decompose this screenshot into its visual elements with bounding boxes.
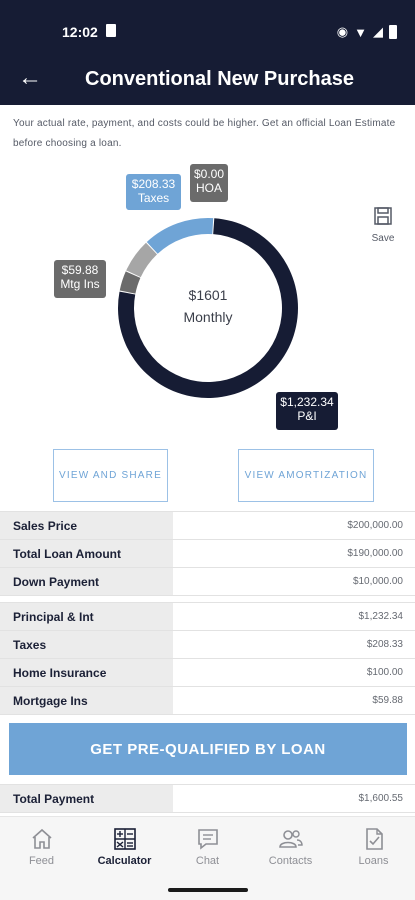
mtg-ins-name: Mtg Ins (60, 277, 100, 291)
row-label: Home Insurance (0, 659, 173, 686)
chart-label-pi: $1,232.34 P&I (276, 392, 338, 430)
tab-label: Contacts (268, 855, 313, 867)
status-time: 12:02 (62, 24, 98, 40)
table-row: Principal & Int $1,232.34 (0, 603, 415, 631)
pi-name: P&I (297, 409, 317, 423)
row-value: $100.00 (173, 659, 415, 686)
battery-icon (389, 25, 397, 39)
donut-slice-home-ins (126, 242, 158, 278)
system-nav-bar (0, 878, 415, 900)
chat-icon (197, 829, 218, 850)
signal-icon: ◢ (373, 24, 383, 39)
save-button[interactable]: Save (368, 206, 398, 244)
taxes-name: Taxes (137, 191, 170, 205)
table-row: Total Payment $1,600.55 (0, 785, 415, 813)
payment-table: Principal & Int $1,232.34 Taxes $208.33 … (0, 602, 415, 715)
page-title: Conventional New Purchase (85, 68, 354, 90)
table-row: Down Payment $10,000.00 (0, 568, 415, 596)
total-label: Total Payment (0, 785, 173, 812)
wifi-icon: ▼ (354, 24, 367, 40)
back-arrow-icon[interactable]: ← (18, 64, 42, 91)
view-amortization-button[interactable]: VIEW AMORTIZATION (238, 449, 374, 502)
tab-chat[interactable]: Chat (166, 817, 249, 878)
monthly-amount: $1601 (188, 287, 228, 303)
hoa-name: HOA (195, 181, 222, 195)
chart-label-mtg-ins: $59.88 Mtg Ins (54, 260, 106, 298)
mtg-ins-amount: $59.88 (61, 263, 99, 277)
bottom-tab-bar: Feed Calculator Chat (0, 816, 415, 878)
floppy-disk-icon (374, 207, 392, 225)
contacts-icon (278, 830, 303, 848)
eye-icon: ◉ (336, 24, 349, 39)
tab-label: Feed (28, 855, 55, 867)
row-value: $10,000.00 (173, 568, 415, 595)
table-row: Total Loan Amount $190,000.00 (0, 540, 415, 568)
save-label: Save (371, 233, 395, 244)
loan-table: Sales Price $200,000.00 Total Loan Amoun… (0, 511, 415, 596)
row-value: $1,232.34 (173, 603, 415, 630)
app-header: ← Conventional New Purchase (0, 60, 415, 105)
row-value: $59.88 (173, 687, 415, 714)
pi-amount: $1,232.34 (280, 395, 334, 409)
total-table: Total Payment $1,600.55 (0, 784, 415, 813)
total-value: $1,600.55 (173, 785, 415, 812)
status-bar: 12:02 ◉ ▼ ◢ (0, 0, 415, 60)
row-label: Taxes (0, 631, 173, 658)
row-value: $208.33 (173, 631, 415, 658)
payment-chart: $208.33 Taxes $0.00 HOA $59.88 Mtg Ins $… (0, 160, 415, 440)
home-icon (31, 828, 52, 849)
chart-label-taxes: $208.33 Taxes (126, 174, 181, 210)
row-label: Total Loan Amount (0, 540, 173, 567)
home-indicator[interactable] (168, 888, 248, 892)
tab-label: Calculator (97, 855, 152, 867)
table-row: Sales Price $200,000.00 (0, 512, 415, 540)
table-row: Taxes $208.33 (0, 631, 415, 659)
taxes-amount: $208.33 (131, 177, 176, 191)
row-value: $200,000.00 (173, 512, 415, 539)
tab-label: Loans (358, 855, 389, 867)
row-value: $190,000.00 (173, 540, 415, 567)
chart-label-hoa: $0.00 HOA (190, 164, 228, 202)
donut-slice-mtg-ins (119, 271, 141, 294)
row-label: Mortgage Ins (0, 687, 173, 714)
hoa-amount: $0.00 (194, 167, 225, 181)
disclaimer-text: Your actual rate, payment, and costs cou… (13, 118, 396, 149)
row-label: Sales Price (0, 512, 173, 539)
tab-feed[interactable]: Feed (0, 817, 83, 878)
document-check-icon (365, 828, 383, 850)
tab-label: Chat (195, 855, 220, 867)
sim-icon (106, 24, 116, 37)
tab-loans[interactable]: Loans (332, 817, 415, 878)
donut-chart (117, 218, 298, 398)
view-and-share-button[interactable]: VIEW AND SHARE (53, 449, 168, 502)
table-row: Home Insurance $100.00 (0, 659, 415, 687)
monthly-label: Monthly (183, 309, 233, 325)
get-prequalified-button[interactable]: GET PRE-QUALIFIED BY LOAN (9, 723, 407, 775)
calculator-icon (113, 828, 136, 850)
row-label: Principal & Int (0, 603, 173, 630)
status-icons: ◉ ▼ ◢ (337, 24, 397, 40)
chart-center: $1601 Monthly (148, 284, 268, 328)
tab-contacts[interactable]: Contacts (249, 817, 332, 878)
row-label: Down Payment (0, 568, 173, 595)
table-row: Mortgage Ins $59.88 (0, 687, 415, 715)
tab-calculator[interactable]: Calculator (83, 817, 166, 878)
donut-slice-taxes (146, 218, 214, 254)
